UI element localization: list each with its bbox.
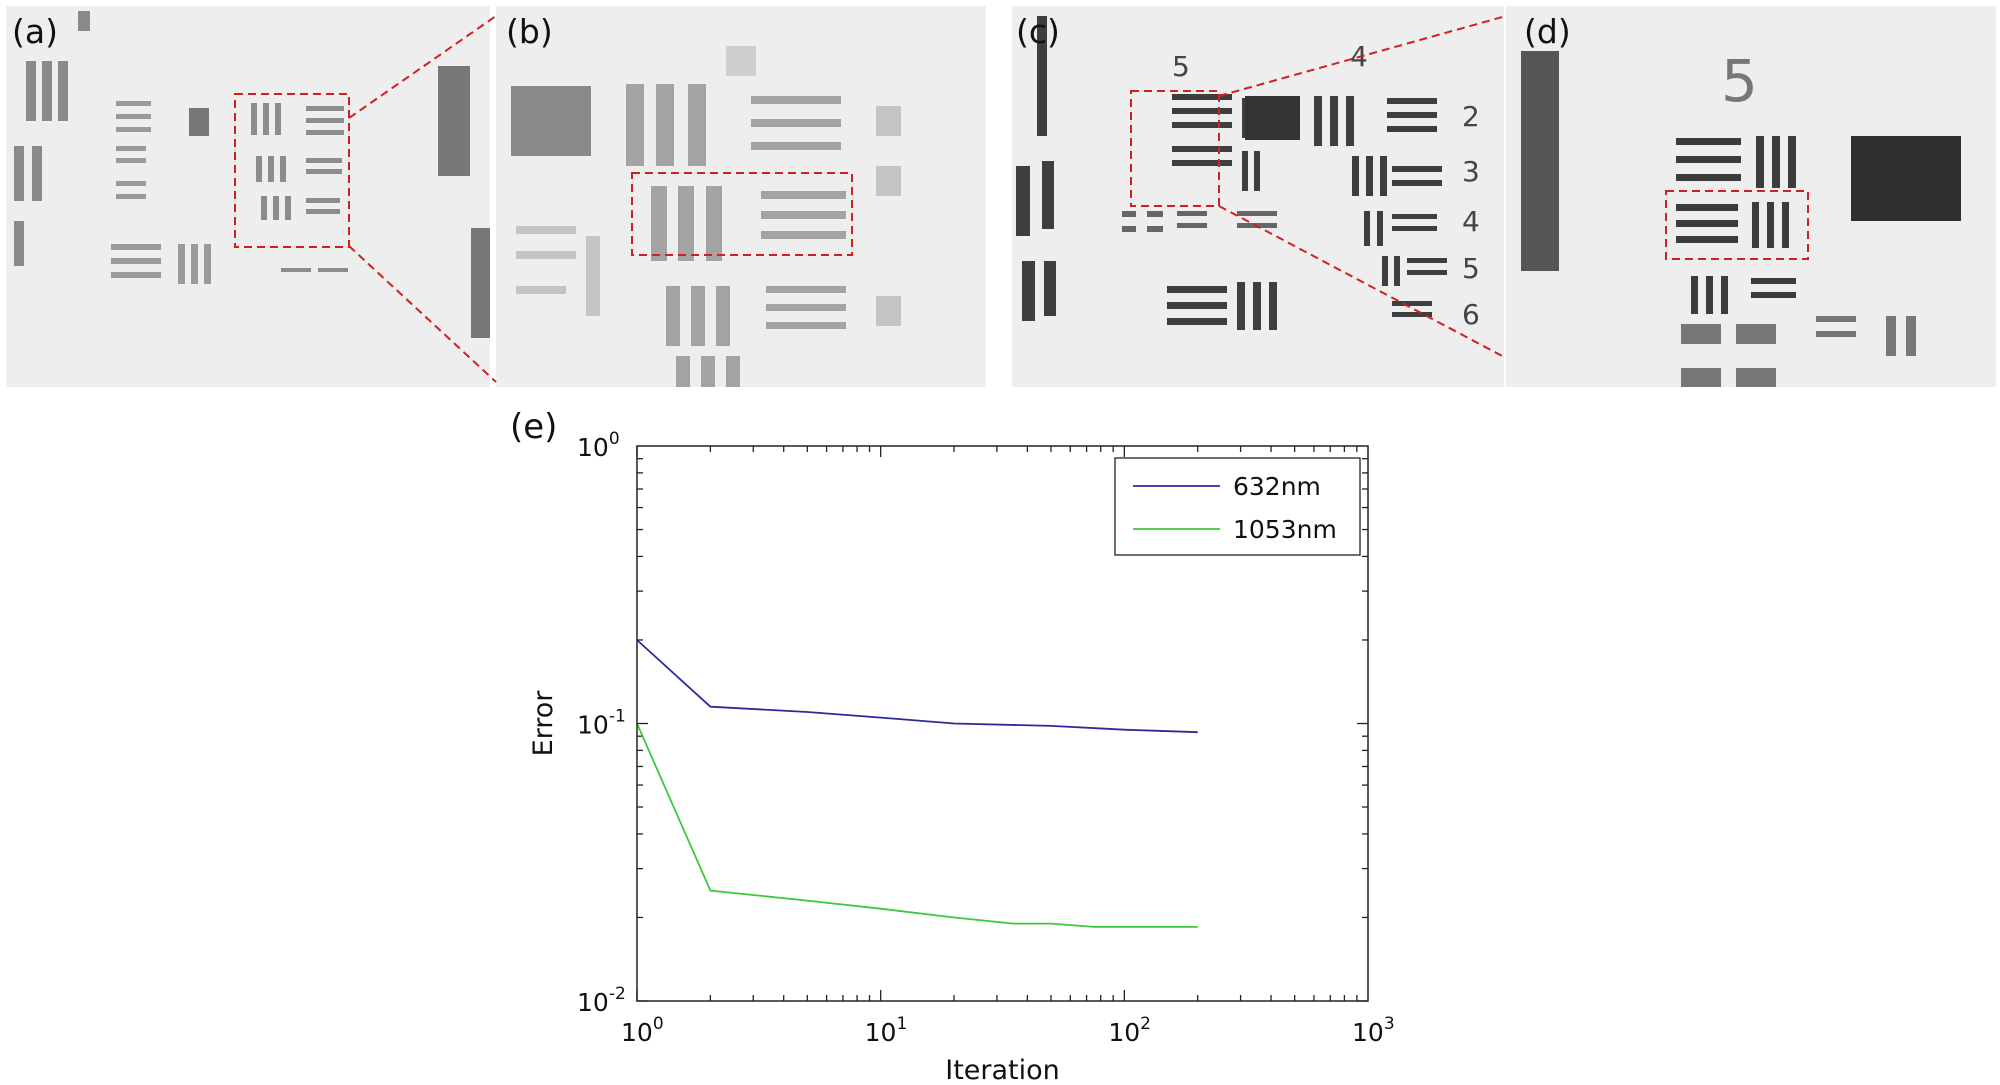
panel-c-digit: 5 [1172,50,1190,83]
panel-c-label: (c) [1016,12,1060,51]
y-tick-label: 100 [577,429,620,462]
panel-b-label: (b) [506,12,553,51]
tick-labels: 100 101 102 103 10-2 10-1 100 [577,429,1395,1047]
legend-box [1114,457,1361,556]
legend-label: 1053nm [1233,515,1337,544]
legend-label: 632nm [1233,472,1321,501]
x-tick-label: 100 [621,1014,664,1047]
series-line-632nm [636,639,1198,734]
plot-frame [636,445,1369,1002]
panel-d-digit: 5 [1721,47,1758,115]
panel-d-label: (d) [1524,12,1571,51]
panel-c-digit: 3 [1462,155,1480,188]
y-tick-label: 10-2 [577,984,626,1017]
x-tick-label: 101 [865,1014,908,1047]
legend: 632nm 1053nm [1114,457,1361,556]
panel-c-digit: 2 [1462,100,1480,133]
y-axis-label: Error [528,690,559,757]
panel-b-graphic [511,46,901,387]
x-tick-label: 103 [1352,1014,1395,1047]
panel-d-image: 5 (d) [1506,6,1996,387]
x-axis-label: Iteration [945,1055,1060,1085]
series-lines [636,639,1198,928]
panel-d-graphic: 5 [1521,47,1961,387]
panel-b-image: (b) [496,6,986,387]
panel-e-label: (e) [510,407,557,447]
x-tick-label: 102 [1108,1014,1151,1047]
panel-a-label: (a) [12,12,58,51]
y-tick-label: 10-1 [577,707,626,740]
series-line-1053nm [636,723,1198,928]
